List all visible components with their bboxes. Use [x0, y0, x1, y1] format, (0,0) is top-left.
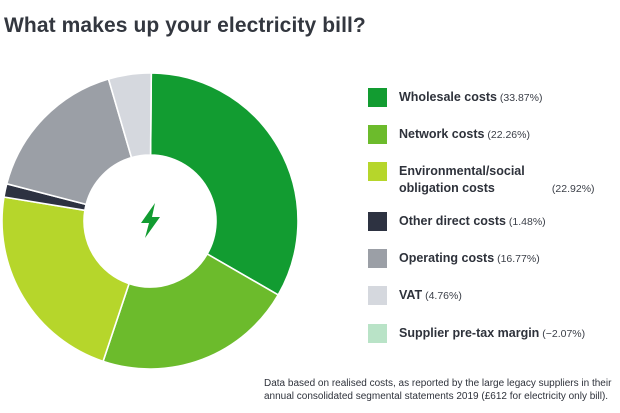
legend-percentage: (1.48%)	[505, 216, 546, 228]
legend-percentage: (16.77%)	[494, 253, 540, 265]
legend-percentage: (−2.07%)	[539, 328, 586, 340]
legend-swatch	[368, 162, 387, 181]
legend-item: VAT (4.76%)	[368, 286, 609, 305]
lightning-bolt-icon	[141, 203, 160, 238]
legend-swatch	[368, 249, 387, 268]
legend-label: Environmental/social obligation costs	[399, 164, 525, 195]
legend-label: Supplier pre-tax margin	[399, 326, 540, 340]
legend-item: Network costs (22.26%)	[368, 125, 609, 144]
legend-text: Other direct costs (1.48%)	[399, 213, 609, 231]
donut-slice-wholesale-costs	[149, 72, 299, 297]
chart-title: What makes up your electricity bill?	[4, 14, 366, 37]
legend-swatch	[368, 125, 387, 144]
legend-text: Network costs (22.26%)	[399, 126, 609, 144]
legend-percentage: (33.87%)	[496, 92, 543, 104]
legend-label: Operating costs	[399, 251, 495, 265]
legend-percentage: (22.92%)	[549, 183, 595, 195]
legend-percentage: (4.76%)	[422, 290, 462, 302]
legend-swatch	[368, 324, 387, 343]
legend-swatch	[368, 88, 387, 107]
legend-text: Supplier pre-tax margin (−2.07%)	[399, 325, 609, 343]
legend-item: Environmental/social obligation costs (2…	[368, 162, 609, 198]
legend-percentage: (22.26%)	[484, 129, 530, 141]
legend-swatch	[368, 286, 387, 305]
legend-item: Other direct costs (1.48%)	[368, 212, 609, 231]
legend-label: VAT	[399, 288, 423, 302]
donut-slice-vat	[107, 72, 153, 159]
legend-text: Environmental/social obligation costs (2…	[399, 163, 609, 198]
legend-label: Other direct costs	[399, 214, 506, 228]
footnote: Data based on realised costs, as reporte…	[264, 378, 612, 402]
legend-text: Operating costs (16.77%)	[399, 250, 609, 268]
legend-item: Operating costs (16.77%)	[368, 249, 609, 268]
legend-label: Network costs	[399, 127, 485, 141]
legend-label: Wholesale costs	[399, 90, 497, 104]
legend-item: Supplier pre-tax margin (−2.07%)	[368, 324, 609, 343]
donut-slice-network-costs	[102, 252, 280, 370]
legend-text: Wholesale costs (33.87%)	[399, 89, 609, 107]
legend-item: Wholesale costs (33.87%)	[368, 88, 609, 107]
donut-slice-environmental-social-obligation-costs	[1, 196, 131, 363]
legend-swatch	[368, 212, 387, 231]
legend-text: VAT (4.76%)	[399, 287, 609, 305]
donut-slice-operating-costs	[5, 77, 133, 206]
